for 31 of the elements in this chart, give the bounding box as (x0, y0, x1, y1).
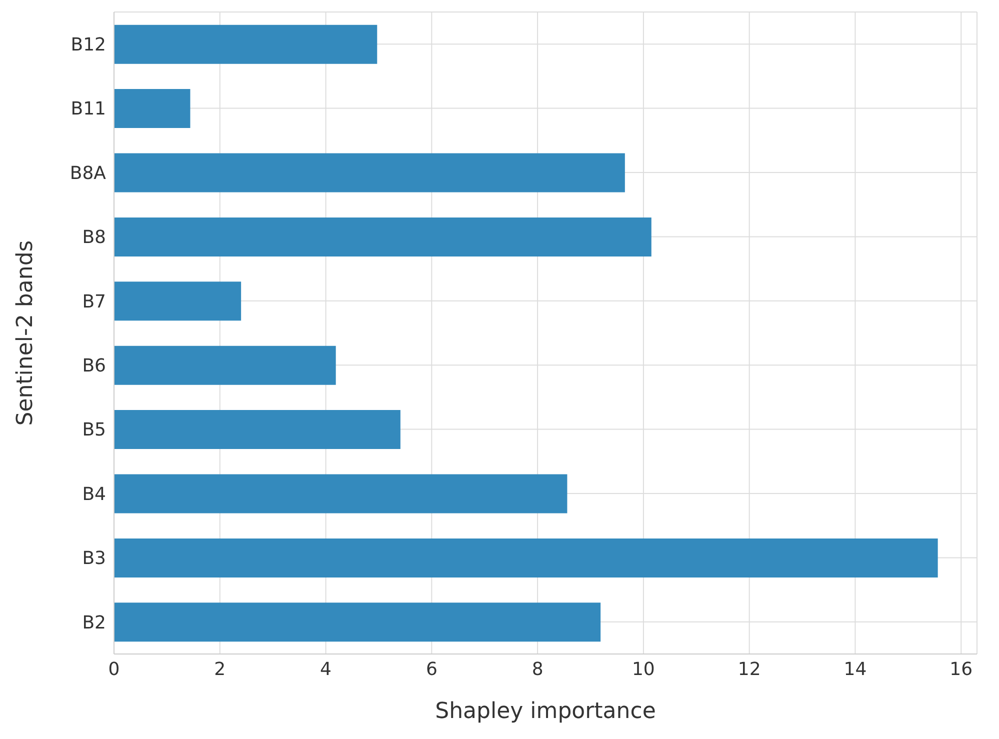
bar (114, 89, 190, 128)
x-tick-label: 16 (950, 658, 973, 680)
y-tick-label: B3 (82, 548, 106, 570)
y-tick-label: B8 (82, 227, 106, 248)
bar (114, 24, 378, 64)
x-tick-label: 4 (320, 658, 332, 680)
y-axis-title: Sentinel-2 bands (12, 240, 38, 426)
bar (114, 602, 601, 642)
x-tick-label: 12 (738, 658, 761, 680)
bar (114, 346, 336, 385)
x-tick-label: 2 (214, 658, 226, 680)
y-tick-label: B7 (82, 291, 106, 312)
y-tick-label: B4 (82, 484, 106, 505)
bar (114, 282, 242, 321)
x-tick-label: 14 (844, 658, 867, 680)
y-tick-label: B8A (70, 162, 107, 184)
y-tick-label: B6 (82, 355, 106, 376)
x-tick-label: 8 (532, 658, 544, 680)
x-tick-label: 0 (108, 658, 120, 680)
bar (114, 538, 938, 578)
bar (114, 217, 652, 256)
bar (114, 153, 625, 192)
y-tick-label: B5 (82, 420, 106, 441)
x-tick-label: 10 (632, 658, 655, 680)
x-axis-title: Shapley importance (435, 699, 656, 724)
x-tick-label: 6 (426, 658, 438, 680)
y-tick-label: B2 (82, 612, 106, 634)
y-tick-label: B12 (70, 34, 106, 56)
y-tick-label: B11 (70, 98, 106, 120)
bar (114, 410, 400, 450)
bar (114, 474, 568, 514)
